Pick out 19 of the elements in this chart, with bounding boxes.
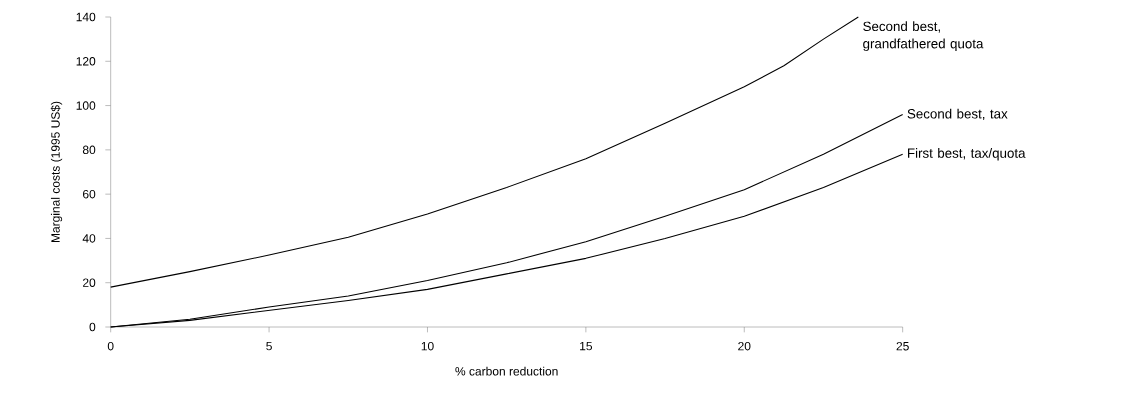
y-tick-label: 100 [76, 101, 96, 110]
x-tick-label: 25 [896, 341, 909, 351]
x-tick-label: 10 [421, 341, 434, 351]
y-tick-label: 60 [83, 189, 96, 199]
x-axis-title: % carbon reduction [455, 366, 558, 376]
x-tick-label: 0 [107, 341, 114, 351]
x-tick-label: 5 [266, 341, 272, 351]
y-tick-label: 120 [76, 57, 96, 66]
y-tick-label: 20 [83, 278, 96, 287]
y-tick-label: 80 [82, 145, 96, 155]
series-label: Second best, grandfathered quota [863, 21, 984, 52]
y-tick-label: 140 [76, 12, 96, 22]
series-label: First best, tax/quota [908, 148, 1026, 161]
y-tick-label: 0 [89, 322, 96, 332]
series-label: Second best, tax [907, 108, 1008, 121]
y-axis-title: Marginal costs (1995 US$) [50, 101, 63, 243]
x-tick-label: 15 [580, 341, 593, 351]
y-tick-label: 40 [82, 234, 96, 243]
x-tick-label: 20 [738, 341, 751, 351]
